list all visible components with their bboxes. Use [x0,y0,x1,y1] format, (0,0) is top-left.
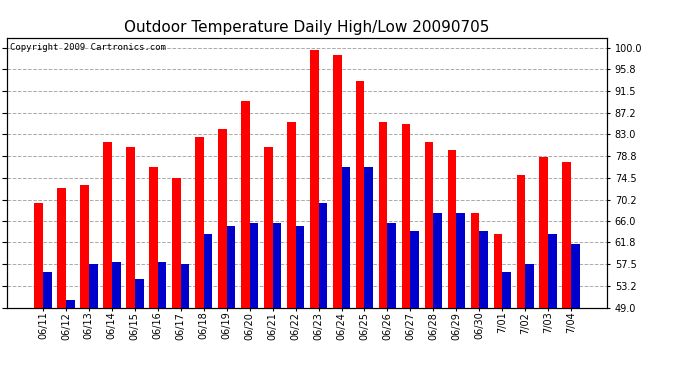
Bar [502,272,511,308]
Bar [480,231,488,308]
Bar [195,137,204,308]
Bar [218,129,226,308]
Bar [388,224,396,308]
Bar [310,50,319,308]
Text: Copyright 2009 Cartronics.com: Copyright 2009 Cartronics.com [10,43,166,52]
Bar [89,264,97,308]
Bar [34,203,43,308]
Bar [126,147,135,308]
Bar [549,234,557,308]
Bar [333,56,342,308]
Bar [448,150,456,308]
Bar [433,213,442,308]
Bar [356,81,364,308]
Bar [264,147,273,308]
Bar [273,224,282,308]
Bar [135,279,144,308]
Bar [571,244,580,308]
Bar [80,185,89,308]
Bar [402,124,411,308]
Bar [172,178,181,308]
Bar [471,213,480,308]
Bar [364,167,373,308]
Bar [158,262,166,308]
Bar [295,226,304,308]
Bar [525,264,534,308]
Bar [379,122,388,308]
Bar [319,203,327,308]
Bar [517,175,525,308]
Bar [342,167,351,308]
Title: Outdoor Temperature Daily High/Low 20090705: Outdoor Temperature Daily High/Low 20090… [124,20,490,35]
Bar [493,234,502,308]
Bar [456,213,465,308]
Bar [149,167,158,308]
Bar [241,101,250,308]
Bar [181,264,190,308]
Bar [57,188,66,308]
Bar [204,234,213,308]
Bar [411,231,419,308]
Bar [250,224,258,308]
Bar [226,226,235,308]
Bar [43,272,52,308]
Bar [424,142,433,308]
Bar [103,142,112,308]
Bar [66,300,75,307]
Bar [112,262,121,308]
Bar [562,162,571,308]
Bar [540,157,549,308]
Bar [287,122,295,308]
